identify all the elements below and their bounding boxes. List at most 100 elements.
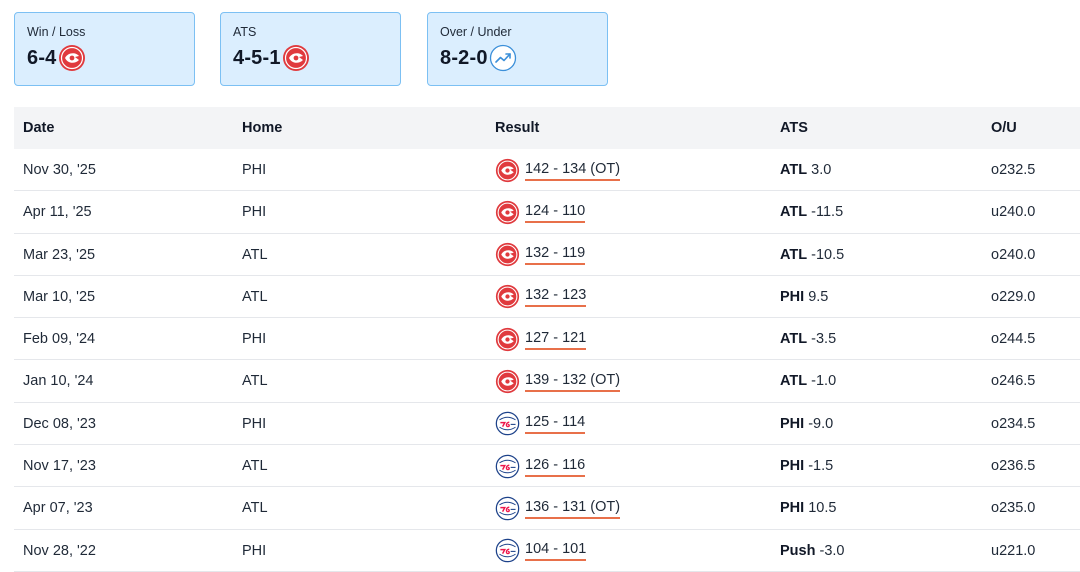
cell-result: 132 - 123 <box>495 276 587 318</box>
result-score-link[interactable]: 125 - 114 <box>525 413 586 435</box>
cell-ou: u221.0 <box>991 542 1036 559</box>
ats-team: PHI <box>780 458 805 475</box>
win-loss-label: Win / Loss <box>27 25 86 39</box>
ats-line: -10.5 <box>811 246 845 263</box>
hawks-logo-icon <box>282 45 309 71</box>
cell-ats: ATL -1.0 <box>780 360 836 402</box>
cell-home: ATL <box>242 288 268 305</box>
cell-ou: o235.0 <box>991 500 1036 517</box>
table-row: Feb 09, '24 PHI 127 - 121 ATL -3.5 o244.5 <box>14 318 1080 361</box>
cell-ou: o234.5 <box>991 415 1036 432</box>
result-score-link[interactable]: 136 - 131 (OT) <box>525 498 621 519</box>
cell-ats: ATL -11.5 <box>780 191 843 233</box>
ats-line: -3.5 <box>811 331 837 348</box>
cell-home: PHI <box>242 204 267 221</box>
cell-ats: PHI -1.5 <box>780 445 833 487</box>
cell-result: 136 - 131 (OT) <box>495 487 621 529</box>
table-row: Nov 30, '25 PHI 142 - 134 (OT) ATL 3.0 o232.… <box>14 149 1080 192</box>
sixers-logo-icon <box>495 496 520 521</box>
result-score-link[interactable]: 132 - 123 <box>525 286 587 308</box>
result-score-link[interactable]: 126 - 116 <box>525 456 586 477</box>
result-score-link[interactable]: 104 - 101 <box>525 540 587 562</box>
header-date: Date <box>23 120 55 136</box>
over-under-value: 8-2-0 <box>440 46 488 69</box>
sixers-logo-icon <box>495 411 520 436</box>
cell-ou: o240.0 <box>991 246 1036 263</box>
ats-team: PHI <box>780 288 805 305</box>
ats-line: -3.0 <box>819 542 845 559</box>
cell-ats: Push -3.0 <box>780 530 844 572</box>
table-row: Dec 08, '23 PHI 125 - 114 PHI -9.0 o234.5 <box>14 403 1080 446</box>
cell-date: Jan 10, '24 <box>23 373 94 390</box>
cell-home: ATL <box>242 373 268 390</box>
result-score-link[interactable]: 142 - 134 (OT) <box>525 160 621 181</box>
cell-home: PHI <box>242 162 267 178</box>
cell-result: 127 - 121 <box>495 318 587 360</box>
cell-date: Dec 08, '23 <box>23 415 96 432</box>
cell-result: 132 - 119 <box>495 234 586 276</box>
table-row: Nov 28, '22 PHI 104 - 101 Push -3.0 u221.0 <box>14 530 1080 572</box>
over-under-card: Over / Under 8-2-0 <box>427 12 608 86</box>
cell-ats: ATL -10.5 <box>780 234 844 276</box>
ats-line: 9.5 <box>808 288 829 305</box>
cell-home: PHI <box>242 542 267 559</box>
hawks-logo-icon <box>495 327 520 351</box>
cell-home: PHI <box>242 331 267 348</box>
cell-ats: ATL 3.0 <box>780 149 831 191</box>
cell-ou: o229.0 <box>991 288 1036 305</box>
header-result: Result <box>495 120 540 136</box>
ats-team: PHI <box>780 415 805 432</box>
cell-home: PHI <box>242 415 267 432</box>
cell-result: 126 - 116 <box>495 445 586 487</box>
win-loss-card: Win / Loss 6-4 <box>14 12 195 86</box>
hawks-logo-icon <box>58 45 85 71</box>
table-header: Date Home Result ATS O/U <box>14 107 1080 149</box>
result-score-link[interactable]: 124 - 110 <box>525 202 586 223</box>
result-score-link[interactable]: 139 - 132 (OT) <box>525 371 621 392</box>
table-row: Mar 10, '25 ATL 132 - 123 PHI 9.5 o229.0 <box>14 276 1080 319</box>
ats-team: ATL <box>780 373 808 390</box>
ats-line: -1.5 <box>808 458 834 475</box>
cell-result: 142 - 134 (OT) <box>495 149 621 191</box>
cell-ats: PHI 10.5 <box>780 487 836 529</box>
cell-date: Nov 17, '23 <box>23 458 96 475</box>
cell-ou: o232.5 <box>991 162 1036 178</box>
cell-result: 124 - 110 <box>495 191 586 233</box>
cell-result: 104 - 101 <box>495 530 587 572</box>
result-score-link[interactable]: 127 - 121 <box>525 329 587 350</box>
hawks-logo-icon <box>495 242 520 267</box>
header-ats: ATS <box>780 120 808 136</box>
ats-line: 10.5 <box>808 500 837 517</box>
cell-date: Nov 30, '25 <box>23 162 96 178</box>
table-row: Nov 17, '23 ATL 126 - 116 PHI -1.5 o236.5 <box>14 445 1080 488</box>
table-row: Mar 23, '25 ATL 132 - 119 ATL -10.5 o240.0 <box>14 234 1080 276</box>
win-loss-value: 6-4 <box>27 46 57 69</box>
ats-team: ATL <box>780 162 808 178</box>
ats-team: Push <box>780 542 816 559</box>
ats-line: 3.0 <box>811 162 832 178</box>
hawks-logo-icon <box>495 158 520 182</box>
cell-ats: ATL -3.5 <box>780 318 836 360</box>
ats-team: PHI <box>780 500 805 517</box>
cell-ou: u240.0 <box>991 204 1036 221</box>
ats-card: ATS 4-5-1 <box>220 12 401 86</box>
cell-date: Mar 23, '25 <box>23 246 96 263</box>
cell-date: Mar 10, '25 <box>23 288 96 305</box>
cell-date: Feb 09, '24 <box>23 331 96 348</box>
cell-home: ATL <box>242 246 268 263</box>
ats-team: ATL <box>780 246 808 263</box>
ats-team: ATL <box>780 331 808 348</box>
hawks-logo-icon <box>495 285 520 309</box>
table-row: Jan 10, '24 ATL 139 - 132 (OT) ATL -1.0 o246… <box>14 360 1080 403</box>
result-score-link[interactable]: 132 - 119 <box>525 244 586 266</box>
cell-result: 125 - 114 <box>495 403 586 445</box>
cell-date: Apr 07, '23 <box>23 500 93 517</box>
header-home: Home <box>242 120 283 136</box>
cell-date: Apr 11, '25 <box>23 204 92 221</box>
sixers-logo-icon <box>495 538 520 563</box>
ats-value: 4-5-1 <box>233 46 281 69</box>
hawks-logo-icon <box>495 200 520 224</box>
ats-line: -9.0 <box>808 415 834 432</box>
ats-line: -11.5 <box>811 204 844 221</box>
ats-line: -1.0 <box>811 373 837 390</box>
